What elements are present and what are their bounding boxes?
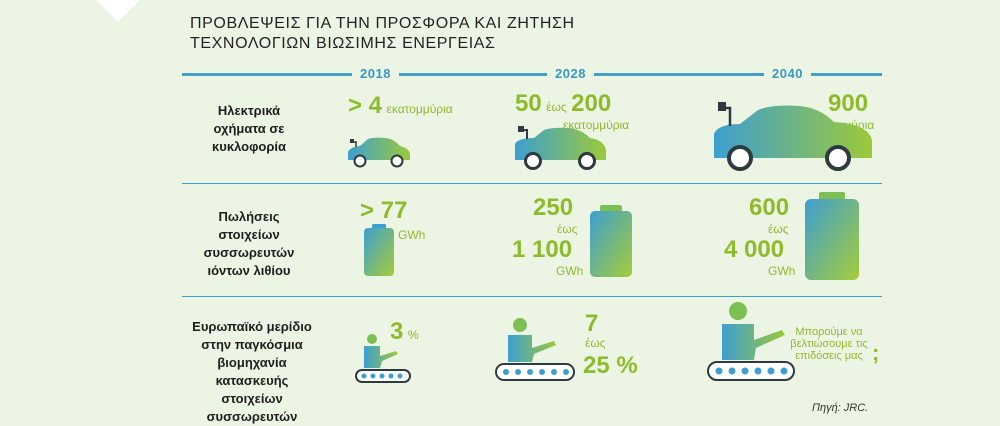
small-worker-conveyor-icon xyxy=(355,334,411,383)
ev-2028-value: 50 έως 200 xyxy=(515,90,611,118)
row-label-line: οχήματα σε xyxy=(213,121,285,136)
share-2040-line: επιδόσεις μας xyxy=(795,350,863,362)
ev-2018-number: > 4 xyxy=(348,92,383,119)
ev-2028-sep: έως xyxy=(546,100,567,114)
year-2018: 2018 xyxy=(352,66,399,81)
row-label-ev: Ηλεκτρικά οχήματα σε κυκλοφορία xyxy=(184,102,314,156)
page-title: ΠΡΟΒΛΕΨΕΙΣ ΓΙΑ ΤΗΝ ΠΡΟΣΦΟΡΑ ΚΑΙ ΖΗΤΗΣΗ Τ… xyxy=(190,14,575,54)
row-label-line: Πωλήσεις xyxy=(218,209,280,224)
large-car-icon xyxy=(714,102,872,171)
row-label-line: κυκλοφορία xyxy=(212,139,286,154)
row-label-line: κατασκευής στοιχείων xyxy=(215,373,289,406)
row-label-line: συσσωρευτών xyxy=(206,409,298,424)
share-2040-mark: ; xyxy=(872,340,880,365)
small-car-icon xyxy=(348,137,410,168)
battery-2040-sep: έως xyxy=(768,222,789,236)
row-label-line: βιομηχανία xyxy=(217,355,287,370)
ev-2028-unit: εκατομμύρια xyxy=(563,118,630,132)
title-line-1: ΠΡΟΒΛΕΨΕΙΣ ΓΙΑ ΤΗΝ ΠΡΟΣΦΟΡΑ ΚΑΙ ΖΗΤΗΣΗ xyxy=(190,15,575,32)
battery-2028-sep: έως xyxy=(557,222,578,236)
share-2028-to: 25 % xyxy=(583,352,638,379)
share-2040-text: Μπορούμε να βελτιώσουμε τις επιδόσεις μα… xyxy=(788,326,870,362)
share-2028-from: 7 xyxy=(585,310,599,337)
battery-2018-number: > 77 xyxy=(360,197,408,224)
medium-worker-conveyor-icon xyxy=(495,318,575,381)
battery-2040-to: 4 000 xyxy=(724,236,785,263)
share-2028-sep: έως xyxy=(585,336,606,350)
row-label-line: ιόντων λιθίου xyxy=(207,263,291,278)
row-label-line: συσσωρευτών xyxy=(203,245,295,260)
corner-triangle-decoration xyxy=(96,0,140,22)
share-2018-number: 3 xyxy=(390,318,404,345)
ev-2018-value: > 4 εκατομμύρια xyxy=(348,92,453,120)
title-line-2: ΤΕΧΝΟΛΟΓΙΩΝ ΒΙΩΣΙΜΗΣ ΕΝΕΡΓΕΙΑΣ xyxy=(190,35,496,52)
year-2028: 2028 xyxy=(547,66,594,81)
medium-battery-icon xyxy=(590,205,632,277)
row-label-share: Ευρωπαϊκό μερίδιο στην παγκόσμια βιομηχα… xyxy=(184,318,320,426)
ev-2028-to: 200 xyxy=(571,90,612,117)
share-2018-value: 3 % xyxy=(390,318,418,346)
battery-2028-from: 250 xyxy=(533,194,574,221)
share-2040-line: Μπορούμε να xyxy=(795,326,863,338)
share-2018-unit: % xyxy=(407,328,419,342)
medium-car-icon xyxy=(515,126,606,170)
ev-2040-number: 900 xyxy=(828,90,869,117)
row-label-line: Ηλεκτρικά xyxy=(217,103,281,118)
battery-2028-to: 1 100 xyxy=(512,236,573,263)
row-label-line: στοιχείων xyxy=(218,227,280,242)
battery-2028-unit: GWh xyxy=(556,264,584,278)
year-2040: 2040 xyxy=(764,66,811,81)
header-rule xyxy=(182,73,882,76)
row-label-line: Ευρωπαϊκό μερίδιο xyxy=(192,319,312,334)
battery-2040-unit: GWh xyxy=(768,264,796,278)
ev-2028-from: 50 xyxy=(515,90,542,117)
share-2040-line: βελτιώσουμε τις xyxy=(790,338,868,350)
row-label-line: στην παγκόσμια xyxy=(201,337,303,352)
row-divider-1 xyxy=(182,183,882,184)
large-battery-icon xyxy=(805,192,859,280)
row-label-battery: Πωλήσεις στοιχείων συσσωρευτών ιόντων λι… xyxy=(184,208,314,280)
large-worker-conveyor-icon xyxy=(707,302,795,381)
battery-2018-unit: GWh xyxy=(398,228,426,242)
battery-2040-from: 600 xyxy=(749,194,790,221)
row-divider-2 xyxy=(182,296,882,297)
small-battery-icon xyxy=(364,224,394,276)
source-note: Πηγή: JRC. xyxy=(812,402,869,414)
ev-2018-unit: εκατομμύρια xyxy=(386,102,453,116)
